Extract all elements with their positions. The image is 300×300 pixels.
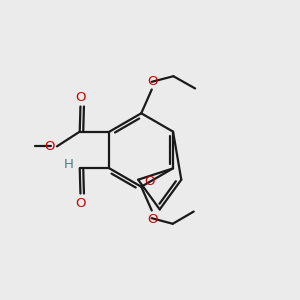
Text: O: O bbox=[144, 175, 155, 188]
Text: O: O bbox=[75, 197, 86, 210]
Text: O: O bbox=[75, 91, 86, 104]
Text: H: H bbox=[64, 158, 74, 171]
Text: O: O bbox=[147, 75, 158, 88]
Text: O: O bbox=[147, 213, 158, 226]
Text: O: O bbox=[44, 140, 55, 153]
